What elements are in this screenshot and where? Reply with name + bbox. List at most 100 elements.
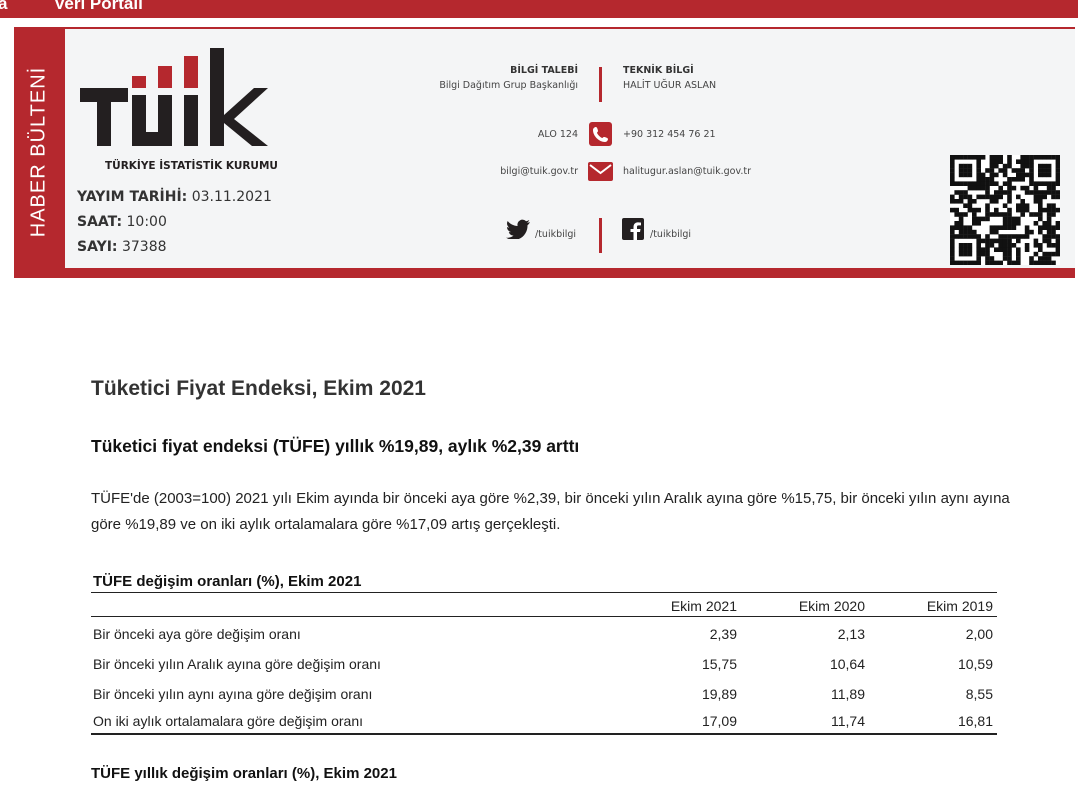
qr-module [958,221,964,226]
qr-module [1007,212,1012,217]
qr-module [972,199,977,204]
row-label: Bir önceki aya göre değişim oranı [93,626,301,642]
qr-module [954,155,959,160]
qr-module [994,159,999,164]
qr-module [1051,194,1056,200]
qr-module [1033,221,1039,226]
issue-number: SAYI: 37388 [77,239,167,255]
qr-module [958,247,964,252]
qr-module [1007,190,1012,195]
qr-module [989,194,995,200]
cell-value: 17,09 [701,713,737,729]
qr-module [1002,216,1008,222]
qr-module [958,260,964,265]
nav-link[interactable]: Veri Portalı [54,0,143,13]
social-handle[interactable]: /tuikbilgi [650,229,692,240]
qr-module [1007,185,1012,191]
qr-module [994,199,999,204]
qr-module [989,177,995,182]
qr-module [1051,203,1056,208]
cell-value: 11,89 [831,686,865,702]
qr-module [1051,155,1056,160]
qr-module [1024,207,1030,213]
qr-module [1007,256,1012,261]
social-handle[interactable]: /tuikbilgi [535,229,577,240]
qr-module [1020,185,1025,191]
qr-module [1007,216,1012,222]
qr-module [1007,159,1012,164]
qr-module [1033,190,1039,195]
qr-module [1051,251,1056,257]
qr-module [950,260,955,265]
qr-module [1055,238,1060,244]
qr-module [1038,212,1043,217]
qr-module [963,181,968,186]
qr-module [998,190,1003,195]
qr-module [1055,168,1060,173]
qr-module [976,207,981,213]
column-header: Ekim 2019 [926,598,993,614]
qr-module [1007,199,1012,204]
qr-module [1011,221,1017,226]
twitter-icon [506,219,530,239]
qr-module [958,199,964,204]
qr-module [1007,181,1012,186]
qr-module [1007,163,1012,169]
release-date: YAYIM TARİHİ: 03.11.2021 [77,189,272,205]
facebook-icon [622,218,644,240]
cell-value: 10,59 [957,656,993,672]
qr-module [1007,155,1012,160]
qr-module [1051,190,1056,195]
qr-module [1055,234,1060,239]
qr-module [963,203,968,208]
qr-module [1011,225,1017,230]
qr-module [994,172,999,178]
qr-module [963,251,968,257]
nav-link[interactable]: a [0,0,8,13]
qr-module [950,172,955,178]
qr-module [967,234,973,239]
qr-module [998,185,1003,191]
qr-module [976,234,981,239]
qr-module [967,229,973,235]
qr-module [1038,181,1043,186]
qr-module [1024,159,1030,164]
qr-module [1051,185,1056,191]
qr-module [1020,177,1025,182]
qr-module [976,221,981,226]
qr-module [998,234,1003,239]
qr-module [1016,168,1021,173]
qr-module [1046,216,1052,222]
qr-module [1038,229,1043,235]
qr-module [967,155,973,160]
qr-module [994,260,999,265]
qr-module [1024,172,1030,178]
table-header: Ekim 2021 Ekim 2020 Ekim 2019 [91,596,997,617]
qr-module [989,256,995,261]
qr-module [1002,256,1008,261]
qr-module [963,234,968,239]
qr-module [989,159,995,164]
qr-module [980,238,986,244]
qr-module [958,163,964,169]
qr-module [954,221,959,226]
qr-module [1002,190,1008,195]
qr-module [989,199,995,204]
qr-module [950,229,955,235]
qr-module [1051,225,1056,230]
value: 03.11.2021 [191,189,272,205]
row-label: On iki aylık ortalamalara göre değişim o… [93,713,364,729]
qr-module [1055,251,1060,257]
qr-module [994,194,999,200]
qr-module [985,177,990,182]
value: 10:00 [126,214,167,230]
qr-module [985,185,990,191]
qr-module [972,212,977,217]
qr-module [980,247,986,252]
qr-module [985,207,990,213]
qr-module [954,260,959,265]
qr-module [1055,155,1060,160]
contact-title: BİLGİ TALEBİ [510,65,578,76]
qr-module [958,155,964,160]
qr-module [1046,221,1052,226]
